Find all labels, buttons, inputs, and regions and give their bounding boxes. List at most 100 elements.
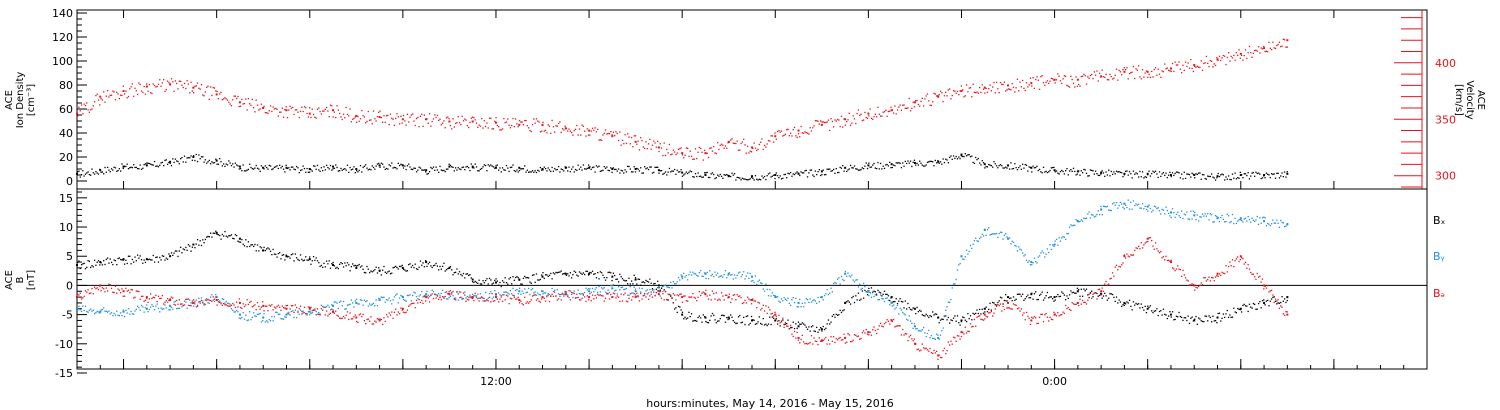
field-bz-point [657,293,660,296]
field-by-point [797,301,800,304]
field-bz-point [1286,313,1289,316]
field-by-point [704,272,707,275]
field-bz-point [704,293,707,296]
density-y-tick-label: 80 [59,79,73,92]
field-bz-point [774,313,777,316]
field-bz-point [937,354,940,357]
field-bz-point [681,296,684,299]
field-bz-point [145,296,148,299]
density-point [355,168,358,170]
velocity-point [122,90,125,93]
density-point [820,170,823,173]
velocity-point [588,129,591,132]
density-point [1053,169,1056,172]
density-y-tick-label: 140 [52,7,73,20]
velocity-point [76,112,78,115]
density-point [751,175,753,178]
velocity-point [145,85,148,88]
density-point [401,164,404,167]
field-by-point [681,275,684,278]
field-bx-point [332,263,335,266]
velocity-point [1239,52,1242,55]
field-bx-point [99,261,102,264]
x-axis-label: hours:minutes, May 14, 2016 - May 15, 20… [646,397,894,410]
legend-by: Bᵧ [1433,250,1445,263]
density-point [308,168,311,170]
field-by-point [99,310,102,313]
velocity-point [751,146,753,149]
density-point [1100,171,1103,174]
field-bz-point [1239,255,1242,258]
field-bx-point [657,284,660,287]
field-by-point [518,290,521,293]
field-bz-point [448,293,451,296]
density-point [1216,175,1219,178]
field-by-point [1216,217,1219,220]
velocity-point [983,86,986,89]
field-by-point [215,296,218,299]
field-bx-point [820,328,823,331]
density-point [76,172,78,175]
field-bz-point [332,310,335,313]
field-by-point [378,299,381,302]
field-bz-point [564,293,567,296]
field-bx-point [1193,319,1196,322]
field-y-tick-label: 5 [66,250,73,263]
x-tick-label: 0:00 [1042,375,1067,388]
field-bz-point [1146,237,1149,240]
field-bx-point [308,258,311,261]
density-point [1030,166,1033,169]
velocity-point [541,123,544,126]
velocity-point [238,101,241,104]
field-bx-point [681,313,684,316]
density-point [425,169,428,172]
field-bz-point [169,299,172,302]
field-bz-point [401,307,404,310]
field-bz-point [1193,284,1196,287]
density-point [169,160,172,163]
field-bz-point [1100,290,1103,293]
field-bx-point [1146,307,1149,310]
density-point [99,169,102,172]
density-point [611,168,614,170]
field-bx-point [471,278,474,281]
field-y-label: ACEB[nT] [4,270,37,290]
field-by-point [1263,220,1266,223]
field-bx-point [960,319,963,322]
field-by-point [751,275,753,278]
field-bx-point [1263,301,1266,304]
density-point [122,165,125,168]
field-bz-point [1007,301,1010,304]
field-bx-point [494,281,497,284]
legend-bz: Bₔ [1433,287,1445,300]
field-y-tick-label: -10 [55,338,73,351]
field-by-point [1169,211,1172,214]
field-bz-point [727,296,730,299]
velocity-y-label: ACEVelocity[km/s] [1453,80,1486,119]
field-by-point [1100,208,1103,211]
field-y-tick-label: 10 [59,221,73,234]
field-by-point [355,301,358,304]
field-bz-point [355,316,358,319]
field-bz-point [634,296,637,299]
velocity-point [99,95,102,98]
field-by-samples [77,199,1288,340]
density-point [448,165,451,168]
density-point [681,171,684,174]
density-point [634,168,637,170]
field-bx-point [1030,293,1033,296]
field-y-tick-label: -15 [55,367,73,380]
density-point [541,168,544,170]
velocity-point [378,116,381,118]
field-by-point [541,290,544,293]
field-bz-point [122,290,125,293]
density-point [1169,174,1172,176]
magnetic-field-panel: -15 -10 -5 0 5 10 15 ACEB[nT] Bₓ Bᵧ Bₔ [4,188,1446,380]
field-bz-point [890,319,893,322]
density-point [1286,172,1289,175]
field-bz-point [262,304,265,307]
density-frame [76,9,1428,190]
density-point [1146,172,1149,175]
field-bz-point [192,301,195,304]
